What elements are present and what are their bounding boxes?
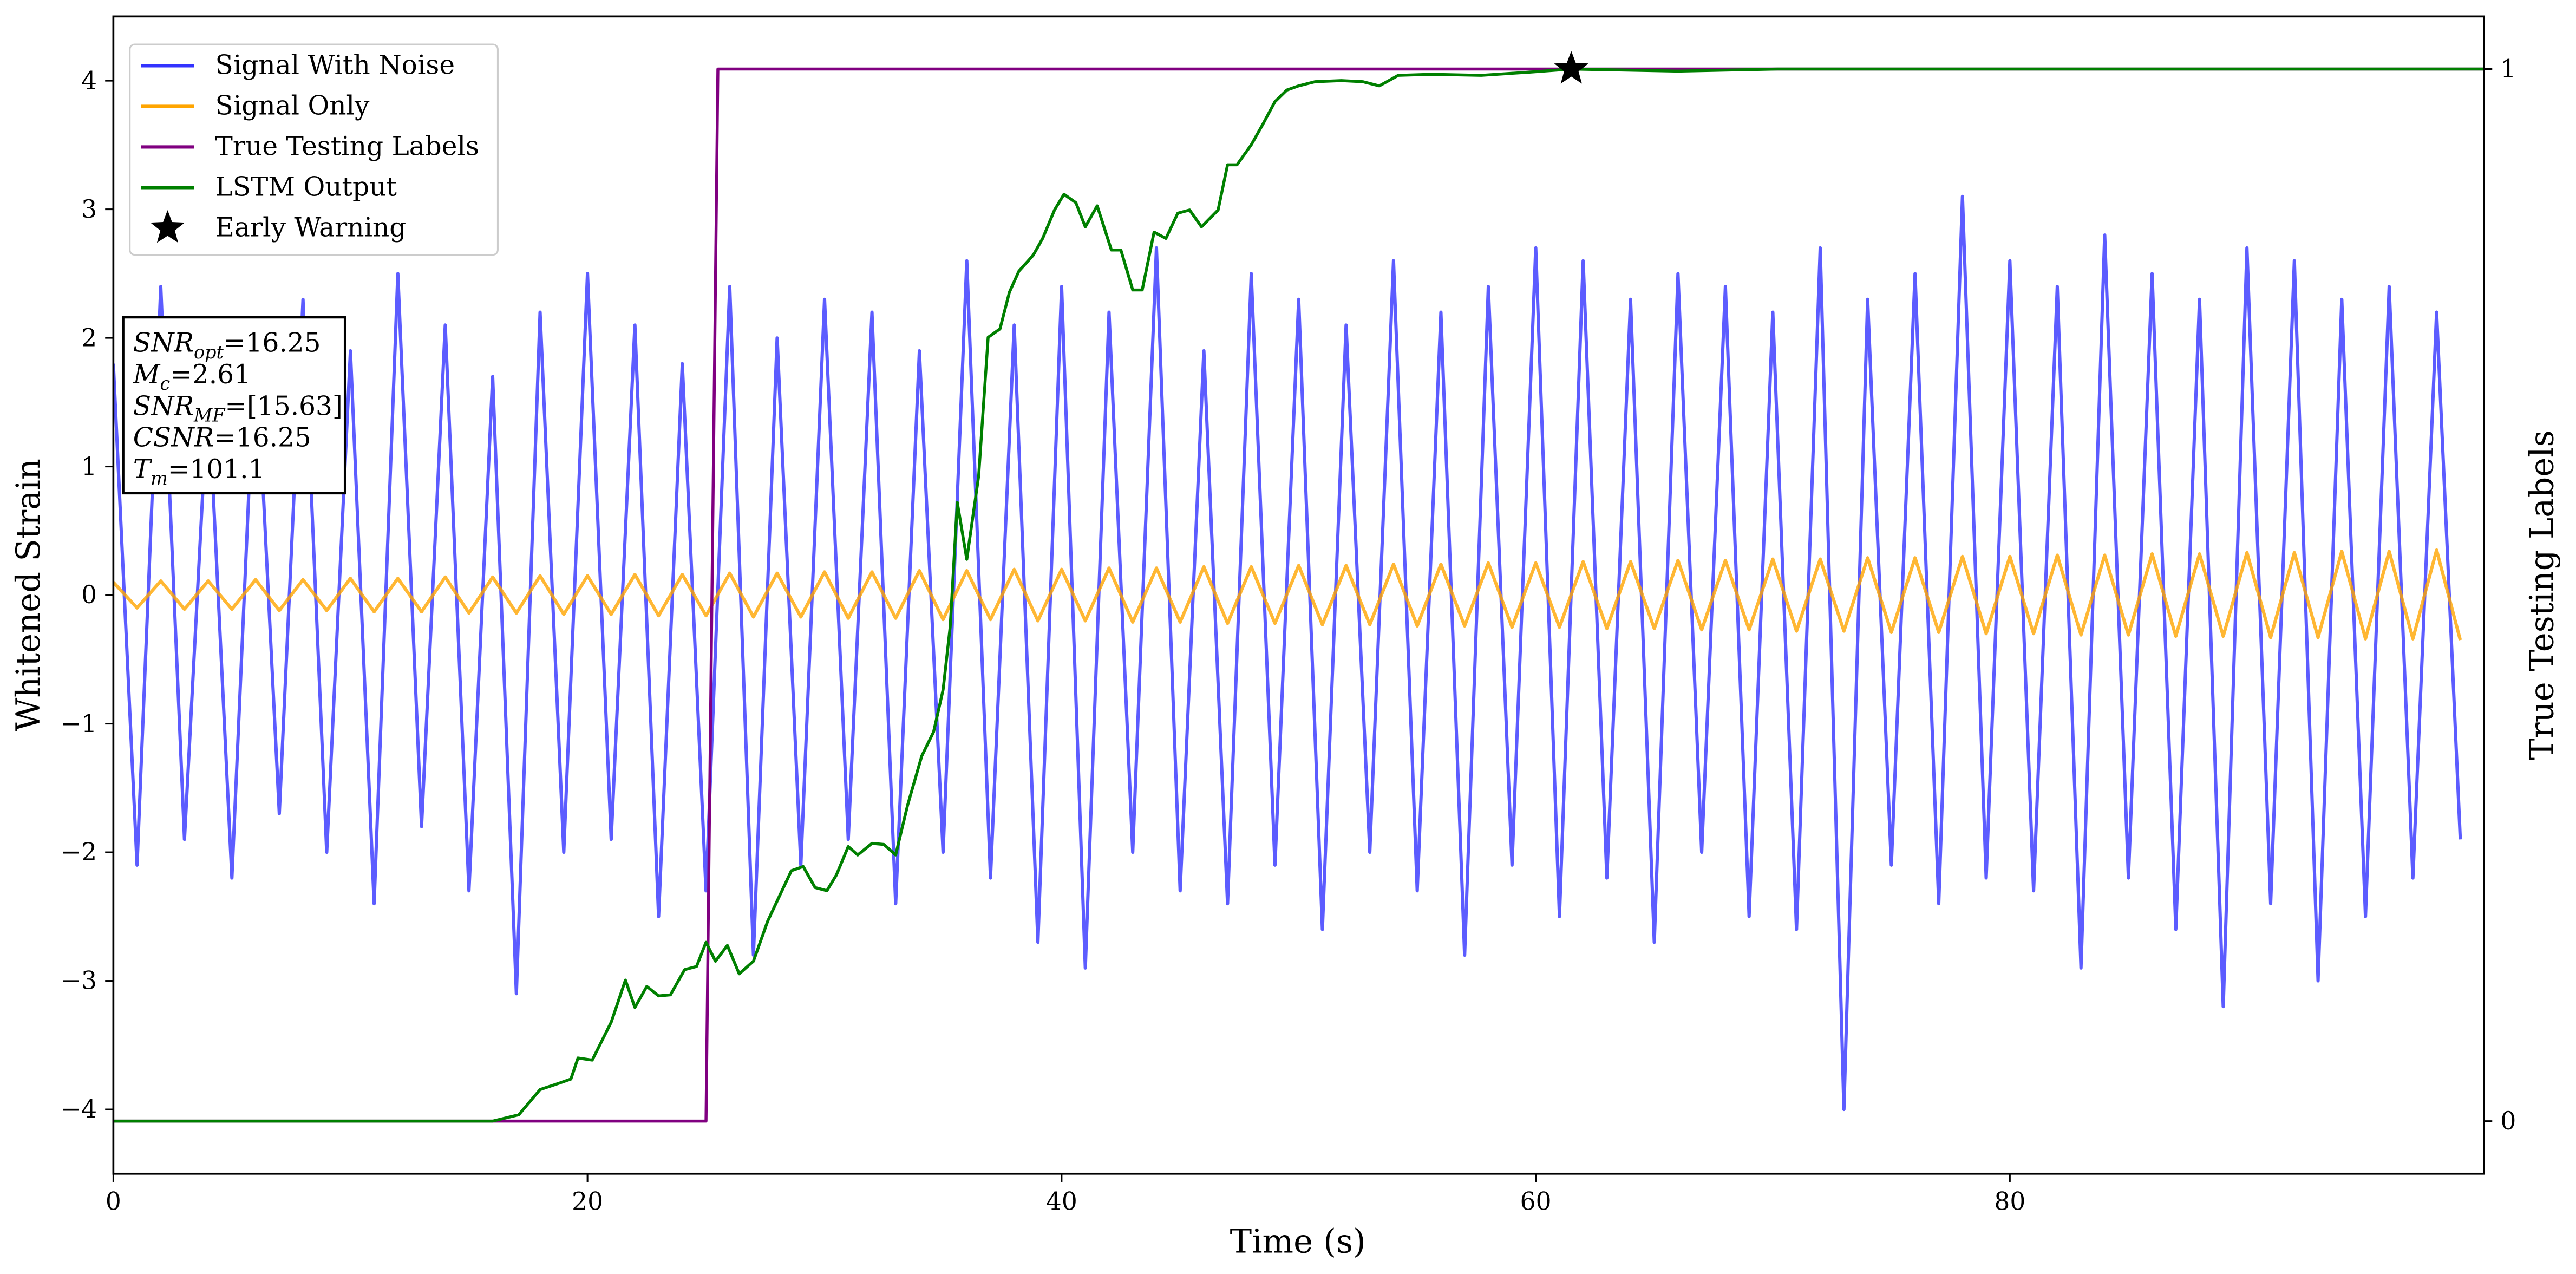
annotation-symbol: T: [133, 454, 153, 485]
y-tick-label: 4: [81, 66, 97, 95]
legend-label: Early Warning: [215, 213, 407, 243]
y-tick-label: −2: [61, 838, 97, 866]
annotation-value: =16.25: [214, 423, 311, 453]
y2-tick-label: 1: [2500, 55, 2516, 83]
axes-frame: [112, 15, 2485, 1175]
annotation-symbol: SNR: [133, 328, 194, 358]
x-tick-label: 60: [1520, 1187, 1552, 1216]
annotation-line: Mc=2.61: [133, 360, 251, 394]
legend-label: Signal Only: [215, 91, 370, 121]
early-warning-marker: [1554, 51, 1589, 84]
y-tick-label: 0: [81, 580, 97, 609]
annotation-line: SNRMF=[15.63]: [133, 391, 343, 426]
x-tick-label: 40: [1046, 1187, 1077, 1216]
y-tick-label: 2: [81, 323, 97, 352]
annotation-symbol: SNR: [133, 391, 194, 421]
y-axis-label: Whitened Strain: [10, 459, 48, 731]
annotation-value: =16.25: [224, 328, 321, 358]
x-tick-label: 20: [572, 1187, 603, 1216]
annotation-box: [122, 316, 346, 495]
annotation-subscript: opt: [194, 342, 224, 363]
annotation-subscript: m: [151, 468, 168, 489]
y-tick-label: −3: [61, 966, 97, 995]
annotation-subscript: MF: [193, 404, 226, 426]
x-axis-label: Time (s): [1230, 1223, 1366, 1261]
y-tick-label: −4: [61, 1095, 97, 1123]
legend-label: Signal With Noise: [215, 50, 455, 81]
plot-area: [113, 67, 2485, 1123]
y2-tick-label: 0: [2500, 1107, 2516, 1135]
legend-label: LSTM Output: [215, 172, 397, 202]
y-tick-label: 3: [81, 195, 97, 224]
annotation-line: Tm=101.1: [133, 454, 265, 489]
legend-marker: [150, 210, 185, 243]
annotation-value: =2.61: [170, 360, 251, 390]
x-tick-label: 80: [1994, 1187, 2025, 1216]
y-tick-label: −1: [61, 709, 97, 738]
series-line: [113, 67, 2485, 1123]
annotation-symbol: M: [133, 360, 161, 390]
annotation-subscript: c: [160, 373, 170, 394]
annotation-symbol: CSNR: [133, 423, 214, 453]
annotation-value: =[15.63]: [225, 391, 342, 421]
legend-box: [129, 43, 499, 256]
annotation-line: SNRopt=16.25: [133, 328, 321, 363]
annotation-value: =101.1: [168, 454, 265, 485]
annotation-line: CSNR=16.25: [133, 423, 311, 453]
series-line: [113, 194, 2462, 1112]
y2-axis-label: True Testing Labels: [2523, 430, 2561, 760]
legend-label: True Testing Labels: [215, 132, 479, 162]
y-tick-label: 1: [81, 452, 97, 481]
series-line: [113, 548, 2462, 641]
x-tick-label: 0: [106, 1187, 121, 1216]
